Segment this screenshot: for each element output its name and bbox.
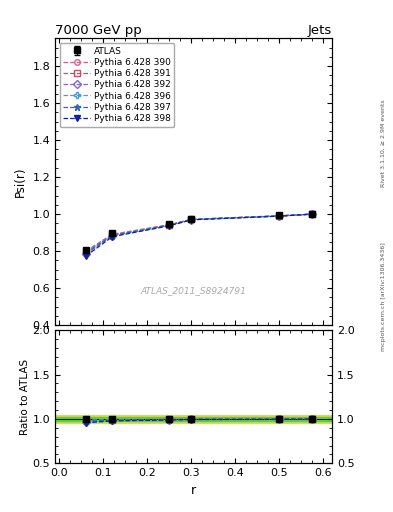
Pythia 6.428 392 (167, 222, 172, 228)
Pythia 6.428 391 (189, 216, 194, 222)
Pythia 6.428 391 (167, 222, 172, 228)
Text: Jets: Jets (308, 24, 332, 37)
Line: Pythia 6.428 391: Pythia 6.428 391 (83, 211, 315, 254)
Pythia 6.428 390 (110, 232, 114, 238)
Line: Pythia 6.428 392: Pythia 6.428 392 (83, 211, 315, 257)
Pythia 6.428 392 (83, 251, 88, 258)
Pythia 6.428 390 (167, 222, 172, 228)
Pythia 6.428 391 (310, 211, 315, 217)
Pythia 6.428 398 (277, 213, 282, 219)
Pythia 6.428 397 (310, 211, 315, 217)
Pythia 6.428 397 (277, 213, 282, 219)
Line: Pythia 6.428 390: Pythia 6.428 390 (83, 211, 315, 255)
Text: 7000 GeV pp: 7000 GeV pp (55, 24, 142, 37)
Line: Pythia 6.428 398: Pythia 6.428 398 (83, 211, 315, 259)
Pythia 6.428 390 (310, 211, 315, 217)
Text: ATLAS_2011_S8924791: ATLAS_2011_S8924791 (141, 286, 246, 295)
Pythia 6.428 390 (277, 213, 282, 219)
Pythia 6.428 392 (277, 213, 282, 219)
Text: Rivet 3.1.10, ≥ 2.9M events: Rivet 3.1.10, ≥ 2.9M events (381, 99, 386, 187)
Pythia 6.428 396 (110, 232, 114, 238)
Pythia 6.428 398 (83, 253, 88, 259)
Pythia 6.428 397 (110, 232, 114, 239)
Pythia 6.428 396 (277, 212, 282, 219)
Pythia 6.428 392 (110, 233, 114, 239)
Line: Pythia 6.428 396: Pythia 6.428 396 (83, 211, 315, 255)
Pythia 6.428 396 (189, 216, 194, 222)
Bar (55, 415, 332, 423)
Legend: ATLAS, Pythia 6.428 390, Pythia 6.428 391, Pythia 6.428 392, Pythia 6.428 396, P: ATLAS, Pythia 6.428 390, Pythia 6.428 39… (59, 43, 174, 126)
Pythia 6.428 390 (83, 249, 88, 255)
Bar (55, 417, 332, 421)
Pythia 6.428 398 (189, 217, 194, 223)
Pythia 6.428 391 (83, 248, 88, 254)
Y-axis label: Psi(r): Psi(r) (14, 166, 27, 197)
Text: mcplots.cern.ch [arXiv:1306.3436]: mcplots.cern.ch [arXiv:1306.3436] (381, 243, 386, 351)
Pythia 6.428 396 (310, 211, 315, 217)
Pythia 6.428 396 (167, 222, 172, 228)
Pythia 6.428 398 (110, 233, 114, 240)
Y-axis label: Ratio to ATLAS: Ratio to ATLAS (20, 359, 29, 435)
Pythia 6.428 390 (189, 217, 194, 223)
Pythia 6.428 397 (83, 250, 88, 256)
Pythia 6.428 398 (310, 211, 315, 217)
X-axis label: r: r (191, 484, 196, 497)
Pythia 6.428 391 (110, 231, 114, 238)
Pythia 6.428 396 (83, 249, 88, 255)
Pythia 6.428 397 (167, 222, 172, 228)
Line: Pythia 6.428 397: Pythia 6.428 397 (82, 210, 316, 257)
Pythia 6.428 397 (189, 217, 194, 223)
Pythia 6.428 398 (167, 223, 172, 229)
Pythia 6.428 392 (310, 211, 315, 217)
Pythia 6.428 392 (189, 217, 194, 223)
Pythia 6.428 391 (277, 212, 282, 219)
